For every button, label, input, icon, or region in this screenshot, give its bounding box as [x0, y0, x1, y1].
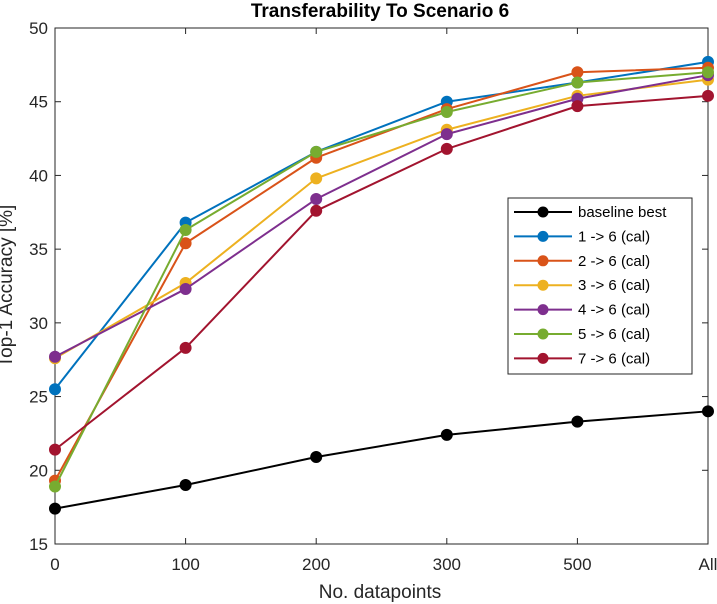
chart-title: Transferability To Scenario 6 — [251, 1, 509, 22]
y-tick-label: 15 — [29, 535, 48, 554]
data-point — [179, 237, 192, 250]
y-tick-label: 30 — [29, 314, 48, 333]
legend-swatch-marker — [537, 230, 549, 242]
data-point — [179, 282, 192, 295]
series-line — [54, 410, 709, 510]
data-point — [179, 223, 192, 236]
series-line — [54, 78, 709, 360]
data-point — [310, 204, 323, 217]
legend: baseline best 1 -> 6 (cal) 2 -> 6 (cal) 3 -… — [507, 197, 693, 375]
data-point — [440, 428, 453, 441]
legend-swatch-marker — [537, 352, 549, 364]
data-point — [49, 480, 61, 493]
data-point — [310, 451, 323, 464]
series-5 — [49, 66, 714, 493]
x-axis-title: No. datapoints — [319, 582, 442, 603]
data-point — [702, 66, 714, 79]
series-lines — [49, 55, 714, 515]
legend-label: 2 -> 6 (cal) — [578, 253, 650, 270]
data-point — [440, 106, 453, 119]
data-point — [49, 350, 61, 363]
y-axis-title: Top-1 Accuracy [%] — [0, 205, 17, 368]
x-tick-label: 100 — [171, 555, 199, 574]
legend-swatch-marker — [537, 304, 549, 316]
x-tick-label: 0 — [50, 555, 59, 574]
legend-swatch-marker — [537, 206, 549, 218]
series-line — [54, 71, 709, 487]
legend-item: baseline best — [514, 204, 667, 221]
series-6 — [49, 89, 714, 456]
data-point — [571, 100, 584, 113]
y-tick-label: 45 — [29, 93, 48, 112]
legend-label: 4 -> 6 (cal) — [578, 302, 650, 319]
data-point — [571, 76, 584, 89]
legend-item: 1 -> 6 (cal) — [514, 228, 650, 245]
y-tick-label: 25 — [29, 388, 48, 407]
y-tick-label: 35 — [29, 240, 48, 259]
series-line — [54, 66, 709, 482]
series-line — [54, 60, 709, 390]
series-0 — [49, 405, 714, 515]
data-point — [49, 502, 61, 515]
legend-item: 3 -> 6 (cal) — [514, 277, 650, 294]
series-line — [54, 74, 709, 358]
data-point — [571, 66, 584, 79]
legend-swatch-marker — [537, 328, 549, 340]
x-tick-label: 200 — [302, 555, 330, 574]
x-tick-label: All — [699, 555, 717, 574]
data-point — [179, 479, 192, 492]
legend-item: 5 -> 6 (cal) — [514, 326, 650, 343]
plot-frame — [54, 27, 709, 545]
x-tick-label: 500 — [563, 555, 591, 574]
legend-swatch-marker — [537, 255, 549, 267]
legend-label: 5 -> 6 (cal) — [578, 326, 650, 343]
data-point — [440, 128, 453, 141]
x-tick-label: 300 — [433, 555, 461, 574]
data-point — [49, 443, 61, 456]
data-point — [310, 193, 323, 206]
y-tick-label: 50 — [29, 19, 48, 38]
data-point — [310, 172, 323, 185]
data-point — [571, 415, 584, 428]
legend-label: 3 -> 6 (cal) — [578, 277, 650, 294]
legend-item: 2 -> 6 (cal) — [514, 253, 650, 270]
legend-item: 7 -> 6 (cal) — [514, 350, 650, 367]
series-line — [54, 94, 709, 451]
y-tick-label: 40 — [29, 166, 48, 185]
data-point — [179, 341, 192, 354]
legend-swatch-marker — [537, 279, 549, 291]
legend-label: baseline best — [578, 204, 667, 221]
data-point — [49, 383, 61, 396]
legend-item: 4 -> 6 (cal) — [514, 302, 650, 319]
y-tick-label: 20 — [29, 461, 48, 480]
legend-label: 1 -> 6 (cal) — [578, 228, 650, 245]
legend-label: 7 -> 6 (cal) — [578, 350, 650, 367]
data-point — [702, 405, 714, 418]
data-point — [310, 145, 323, 158]
data-point — [702, 89, 714, 102]
data-point — [440, 142, 453, 155]
